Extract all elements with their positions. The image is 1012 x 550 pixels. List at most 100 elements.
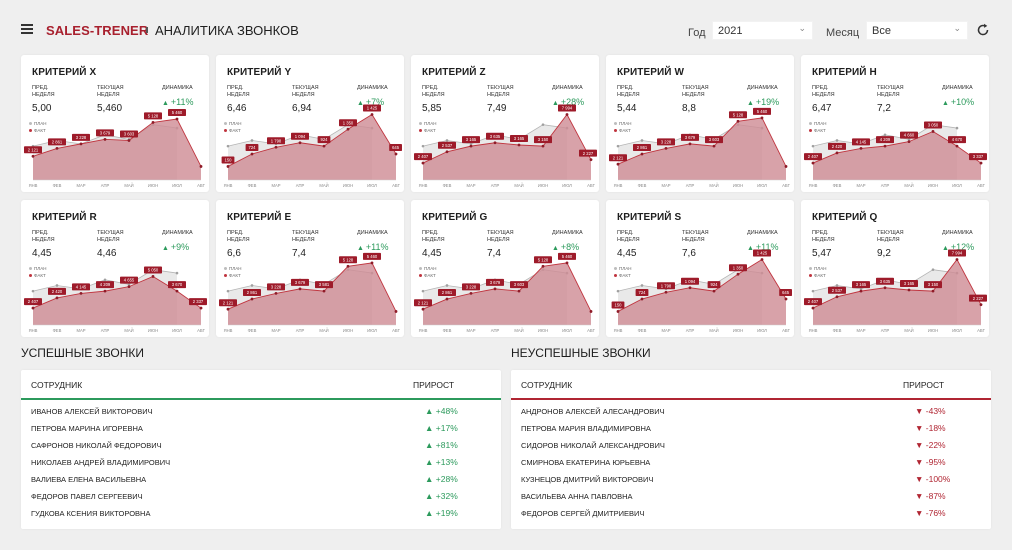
criterion-card[interactable]: КРИТЕРИЙ E ПРЕД. НЕДЕЛЯ ТЕКУЩАЯ НЕДЕЛЯ ДИНАМИ…: [216, 200, 404, 337]
fact-data-label: 5 460: [367, 254, 378, 259]
table-row[interactable]: НИКОЛАЕВ АНДРЕЙ ВЛАДИМИРОВИЧ ▲ +13%: [21, 454, 501, 471]
legend-fact-dot: [224, 274, 227, 278]
x-tick-label: ФЕВ: [443, 328, 452, 333]
col-growth[interactable]: ПРИРОСТ: [903, 380, 945, 390]
legend-fact-dot: [419, 129, 422, 133]
criterion-card[interactable]: КРИТЕРИЙ Z ПРЕД. НЕДЕЛЯ ТЕКУЩАЯ НЕДЕЛЯ ДИНАМИ…: [411, 55, 599, 192]
fact-data-label-bg: [438, 141, 456, 149]
table-row[interactable]: ВАЛИЕВА ЕЛЕНА ВАСИЛЬЕВНА ▲ +28%: [21, 471, 501, 488]
criterion-card[interactable]: КРИТЕРИЙ R ПРЕД. НЕДЕЛЯ ТЕКУЩАЯ НЕДЕЛЯ ДИНАМИ…: [21, 200, 209, 337]
table-row[interactable]: ФЕДОРОВ ПАВЕЛ СЕРГЕЕВИЧ ▲ +32%: [21, 488, 501, 505]
criterion-card[interactable]: КРИТЕРИЙ Y ПРЕД. НЕДЕЛЯ ТЕКУЩАЯ НЕДЕЛЯ ДИНАМИ…: [216, 55, 404, 192]
current-week-label: ТЕКУЩАЯ НЕДЕЛЯ: [487, 85, 514, 99]
table-row[interactable]: ИВАНОВ АЛЕКСЕЙ ВИКТОРОВИЧ ▲ +48%: [21, 403, 501, 420]
x-tick-label: МАР: [856, 183, 865, 188]
x-tick-label: ИЮЛ: [952, 183, 962, 188]
fact-data-label-bg: [828, 142, 846, 150]
fact-data-label: 3 228: [271, 284, 282, 289]
legend-plan-dot: [614, 122, 617, 126]
fact-point: [127, 285, 131, 289]
fact-data-label: 1 798: [271, 138, 282, 143]
fact-point: [394, 152, 398, 156]
menu-icon[interactable]: [21, 24, 33, 34]
fact-data-label-bg: [948, 136, 966, 144]
criterion-card[interactable]: КРИТЕРИЙ W ПРЕД. НЕДЕЛЯ ТЕКУЩАЯ НЕДЕЛЯ ДИНАМИ…: [606, 55, 794, 192]
legend-fact: ФАКТ: [224, 128, 241, 133]
x-tick-label: ЯНВ: [419, 328, 428, 333]
fact-data-label-bg: [339, 256, 357, 264]
legend-plan-dot: [224, 122, 227, 126]
fact-data-label: 2 121: [223, 300, 234, 305]
x-tick-label: МАЙ: [514, 328, 523, 333]
fact-area: [618, 259, 786, 325]
table-row[interactable]: СМИРНОВА ЕКАТЕРИНА ЮРЬЕВНА ▼ -95%: [511, 454, 991, 471]
fact-data-label-bg: [705, 136, 723, 144]
x-tick-label: ИЮН: [733, 183, 743, 188]
fact-point: [811, 161, 815, 165]
criterion-card[interactable]: КРИТЕРИЙ Q ПРЕД. НЕДЕЛЯ ТЕКУЩАЯ НЕДЕЛЯ ДИНАМИ…: [801, 200, 989, 337]
table-row[interactable]: ПЕТРОВА МАРИНА ИГОРЕВНА ▲ +17%: [21, 420, 501, 437]
fact-data-label: 2 861: [442, 290, 453, 295]
prev-week-label-line2: НЕДЕЛЯ: [32, 92, 55, 98]
fact-data-label: 3 670: [172, 282, 183, 287]
current-week-label-line2: НЕДЕЛЯ: [487, 92, 510, 98]
plan-point: [541, 123, 545, 126]
fact-data-label: 3 679: [100, 130, 111, 135]
fact-data-label: 3 679: [685, 135, 696, 140]
table-row[interactable]: ГУДКОВА КСЕНИЯ ВИКТОРОВНА ▲ +19%: [21, 505, 501, 522]
table-row[interactable]: ВАСИЛЬЕВА АННА ПАВЛОВНА ▼ -87%: [511, 488, 991, 505]
month-select[interactable]: Все ⌄: [866, 21, 968, 40]
x-tick-label: ФЕВ: [53, 183, 62, 188]
dynamics-value: ▲ +19%: [747, 97, 779, 107]
x-tick-label: АВГ: [392, 183, 401, 188]
employee-name: АНДРОНОВ АЛЕКСЕЙ АЛЕСАНДРОВИЧ: [521, 407, 665, 416]
table-row[interactable]: ПЕТРОВА МАРИЯ ВЛАДИМИРОВНА ▼ -18%: [511, 420, 991, 437]
x-tick-label: МАР: [271, 183, 280, 188]
fact-point: [151, 275, 155, 278]
table-row[interactable]: КУЗНЕЦОВ ДМИТРИЙ ВИКТОРОВИЧ ▼ -100%: [511, 471, 991, 488]
prev-week-label-line2: НЕДЕЛЯ: [812, 237, 835, 243]
table-row[interactable]: АНДРОНОВ АЛЕКСЕЙ АЛЕСАНДРОВИЧ ▼ -43%: [511, 403, 991, 420]
card-title: КРИТЕРИЙ Q: [812, 212, 878, 223]
criterion-card[interactable]: КРИТЕРИЙ X ПРЕД. НЕДЕЛЯ ТЕКУЩАЯ НЕДЕЛЯ ДИНАМИ…: [21, 55, 209, 192]
col-growth[interactable]: ПРИРОСТ: [413, 380, 455, 390]
table-row[interactable]: СИДОРОВ НИКОЛАЙ АЛЕКСАНДРОВИЧ ▼ -22%: [511, 437, 991, 454]
fact-point: [517, 143, 521, 147]
fact-data-label-bg: [245, 144, 259, 152]
fact-data-label-bg: [414, 299, 432, 307]
plan-point: [907, 138, 911, 141]
fact-data-label-bg: [852, 281, 870, 289]
fact-point: [394, 310, 398, 313]
criterion-card[interactable]: КРИТЕРИЙ S ПРЕД. НЕДЕЛЯ ТЕКУЩАЯ НЕДЕЛЯ ДИНАМИ…: [606, 200, 794, 337]
col-employee[interactable]: СОТРУДНИК: [31, 380, 83, 390]
fact-data-label: 5 128: [148, 114, 159, 119]
x-tick-label: МАЙ: [709, 183, 718, 188]
col-employee[interactable]: СОТРУДНИК: [521, 380, 573, 390]
fact-data-label: 3 635: [880, 279, 891, 284]
year-select[interactable]: 2021 ⌄: [712, 21, 813, 40]
fact-data-label-bg: [969, 294, 987, 302]
x-tick-label: АПР: [881, 183, 890, 188]
fact-data-label-bg: [221, 156, 235, 164]
refresh-icon[interactable]: [975, 22, 991, 38]
employee-name: ПЕТРОВА МАРИНА ИГОРЕВНА: [31, 424, 143, 433]
fact-data-label: 3 165: [904, 281, 915, 286]
table-row[interactable]: ФЕДОРОВ СЕРГЕЙ ДМИТРИЕВИЧ ▼ -76%: [511, 505, 991, 522]
x-tick-label: АПР: [101, 328, 110, 333]
x-tick-label: МАЙ: [319, 183, 328, 188]
employee-name: ИВАНОВ АЛЕКСЕЙ ВИКТОРОВИЧ: [31, 407, 153, 416]
fact-data-label: 3 228: [661, 139, 672, 144]
x-tick-label: АВГ: [197, 183, 206, 188]
plan-point: [103, 278, 107, 282]
dynamics-label: ДИНАМИКА: [162, 85, 193, 91]
fact-data-label: 1 425: [757, 251, 768, 256]
criterion-card[interactable]: КРИТЕРИЙ H ПРЕД. НЕДЕЛЯ ТЕКУЩАЯ НЕДЕЛЯ ДИНАМИ…: [801, 55, 989, 192]
fact-data-label-bg: [729, 111, 747, 119]
x-tick-label: АВГ: [587, 328, 596, 333]
table-row[interactable]: САФРОНОВ НИКОЛАЙ ФЕДОРОВИЧ ▲ +81%: [21, 437, 501, 454]
card-title: КРИТЕРИЙ S: [617, 212, 682, 223]
plan-point: [127, 283, 131, 286]
trend-up-icon: ▲: [357, 245, 366, 252]
criterion-card[interactable]: КРИТЕРИЙ G ПРЕД. НЕДЕЛЯ ТЕКУЩАЯ НЕДЕЛЯ ДИНАМИ…: [411, 200, 599, 337]
fact-data-label: 3 150: [538, 137, 549, 142]
